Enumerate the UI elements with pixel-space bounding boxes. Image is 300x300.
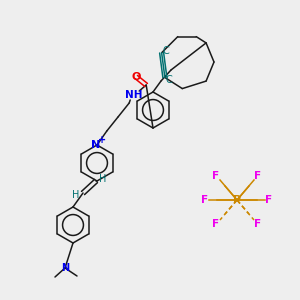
Text: F: F [254,219,262,229]
Text: O: O [131,72,141,82]
Text: F: F [201,195,208,205]
Text: C: C [162,46,169,56]
Text: C: C [166,76,172,85]
Text: H: H [72,190,80,200]
Text: N: N [61,263,69,273]
Text: F: F [212,219,220,229]
Text: +: + [98,135,106,145]
Text: F: F [212,171,220,181]
Text: N: N [92,140,100,150]
Text: F: F [266,195,273,205]
Text: F: F [254,171,262,181]
Text: H: H [99,174,107,184]
Text: NH: NH [125,90,143,100]
Text: P: P [233,195,241,205]
